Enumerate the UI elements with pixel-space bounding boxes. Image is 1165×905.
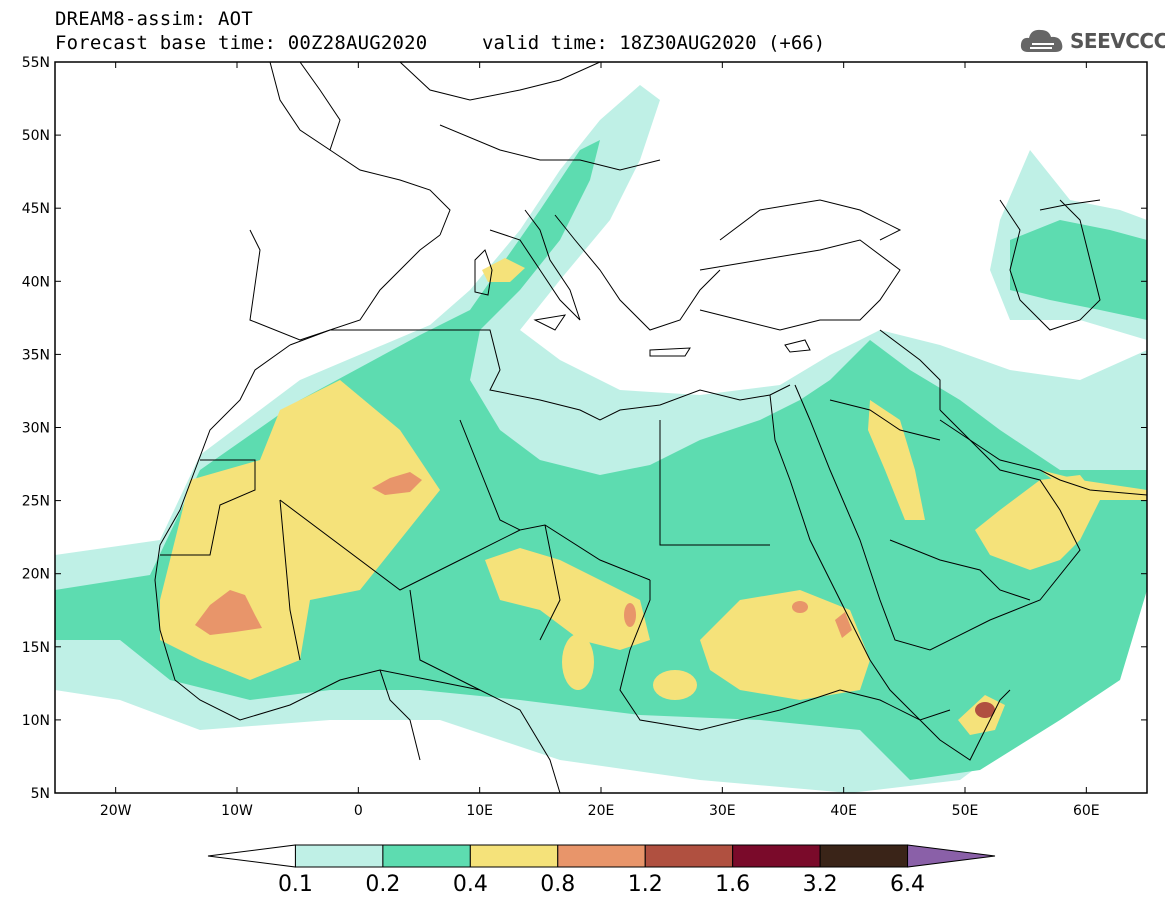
aot-region-high-sardinia <box>482 258 525 282</box>
colorbar-label: 1.2 <box>627 872 663 897</box>
border-8 <box>160 459 256 556</box>
lat-tick-label: 30N <box>22 421 50 437</box>
colorbar-label: 3.2 <box>802 872 838 897</box>
aot-region-peak-mali <box>195 590 262 635</box>
coastline-black-sea <box>719 199 902 241</box>
coastline-crete <box>649 347 691 357</box>
coastline-balkans <box>554 214 721 331</box>
lat-tick-label: 20N <box>22 567 50 583</box>
cloud-icon <box>1020 29 1063 52</box>
border-15 <box>439 124 661 171</box>
border-6 <box>539 524 561 641</box>
map-title: DREAM8-assim: AOT <box>55 8 253 30</box>
lat-tick-label: 10N <box>22 713 50 729</box>
border-13 <box>839 689 951 721</box>
border-4 <box>659 420 770 546</box>
coastline-iberia <box>249 229 441 341</box>
aot-region-high-chad <box>485 548 650 650</box>
colorbar-segment <box>557 844 646 868</box>
colorbar-segment <box>294 844 384 868</box>
aot-region-peak-algeria <box>372 472 422 495</box>
lon-tick-label: 0 <box>354 803 363 819</box>
latitude-axis: 55N 50N 45N 40N 35N 30N 25N 20N 15N 10N 5N <box>22 55 1147 802</box>
aot-region-mid-east <box>1010 220 1147 320</box>
colorbar-label: 6.4 <box>890 872 926 897</box>
lat-tick-label: 15N <box>22 640 50 656</box>
colorbar-segment <box>644 844 734 868</box>
border-7 <box>409 589 481 691</box>
coastline-sardinia <box>474 249 493 296</box>
forecast-base-time: Forecast base time: 00Z28AUG2020 <box>55 32 428 54</box>
lat-tick-label: 5N <box>31 786 50 802</box>
colorbar <box>207 844 996 868</box>
aot-region-high-cameroon <box>562 634 594 690</box>
border-14 <box>379 669 421 761</box>
aot-region-mid <box>55 140 1147 780</box>
colorbar-label: 0.2 <box>365 872 401 897</box>
lon-tick-label: 20W <box>100 803 132 819</box>
border-3 <box>459 419 651 581</box>
lon-tick-label: 10E <box>466 803 493 819</box>
lat-tick-label: 50N <box>22 128 50 144</box>
coastline-caspian <box>999 199 1101 331</box>
colorbar-segment <box>732 844 821 868</box>
colorbar-label: 0.1 <box>277 872 313 897</box>
aot-region-high-arabia <box>975 475 1100 570</box>
coastline-cyprus <box>784 339 811 353</box>
border-1 <box>279 499 301 661</box>
lon-tick-label: 10W <box>221 803 253 819</box>
colorbar-segment <box>382 844 471 868</box>
colorbar-segment <box>469 844 559 868</box>
colorbar-segment <box>819 844 909 868</box>
border-10 <box>889 539 1031 601</box>
colorbar-segment-over <box>907 844 996 868</box>
coastline-west-africa <box>154 344 561 793</box>
logo-text: SEEVCCC <box>1070 29 1165 53</box>
lat-tick-label: 40N <box>22 274 50 290</box>
colorbar-label: 0.8 <box>540 872 576 897</box>
aot-region-peak-chad <box>624 603 636 627</box>
aot-region-peak-eritrea <box>835 612 852 638</box>
seevccc-logo: SEEVCCC <box>1018 24 1165 58</box>
coastline-arabia <box>794 384 1081 651</box>
aot-region-high-sudan <box>700 590 870 700</box>
border-9 <box>829 399 941 441</box>
coastline-north-africa <box>289 329 791 421</box>
border-5 <box>619 580 841 731</box>
aot-region-peak-somalia <box>975 702 995 718</box>
border-2 <box>279 499 521 591</box>
colorbar-segment-under <box>207 844 296 868</box>
aot-region-high-iraq <box>868 400 925 520</box>
coastline-italy <box>489 209 581 321</box>
coastline-france <box>329 149 451 236</box>
coastline-turkey <box>699 239 901 331</box>
lat-tick-label: 45N <box>22 201 50 217</box>
border-12 <box>879 329 941 410</box>
lon-tick-label: 30E <box>709 803 736 819</box>
coastline-persian-gulf <box>939 419 1147 496</box>
lon-tick-label: 60E <box>1073 803 1100 819</box>
lon-tick-label: 40E <box>830 803 857 819</box>
coastlines <box>154 62 1147 793</box>
coastline-north-europe <box>399 62 601 101</box>
aot-fields <box>55 85 1147 793</box>
lat-tick-label: 35N <box>22 347 50 363</box>
valid-time: valid time: 18Z30AUG2020 (+66) <box>482 32 826 54</box>
lon-tick-label: 50E <box>952 803 979 819</box>
aot-region-high-south-sudan <box>653 670 697 700</box>
coastline-red-sea <box>769 394 1011 761</box>
lat-tick-label: 25N <box>22 494 50 510</box>
border-11 <box>1039 199 1101 211</box>
longitude-axis: 20W 10W 0 10E 20E 30E 40E 50E 60E <box>100 62 1100 819</box>
lat-tick-label: 55N <box>22 55 50 71</box>
colorbar-label: 1.6 <box>715 872 751 897</box>
coastline-sicily <box>533 314 567 331</box>
colorbar-labels: 0.1 0.2 0.4 0.8 1.2 1.6 3.2 6.4 <box>0 872 1165 902</box>
colorbar-label: 0.4 <box>452 872 488 897</box>
lon-tick-label: 20E <box>588 803 615 819</box>
aot-region-peak-sudan <box>792 601 808 613</box>
